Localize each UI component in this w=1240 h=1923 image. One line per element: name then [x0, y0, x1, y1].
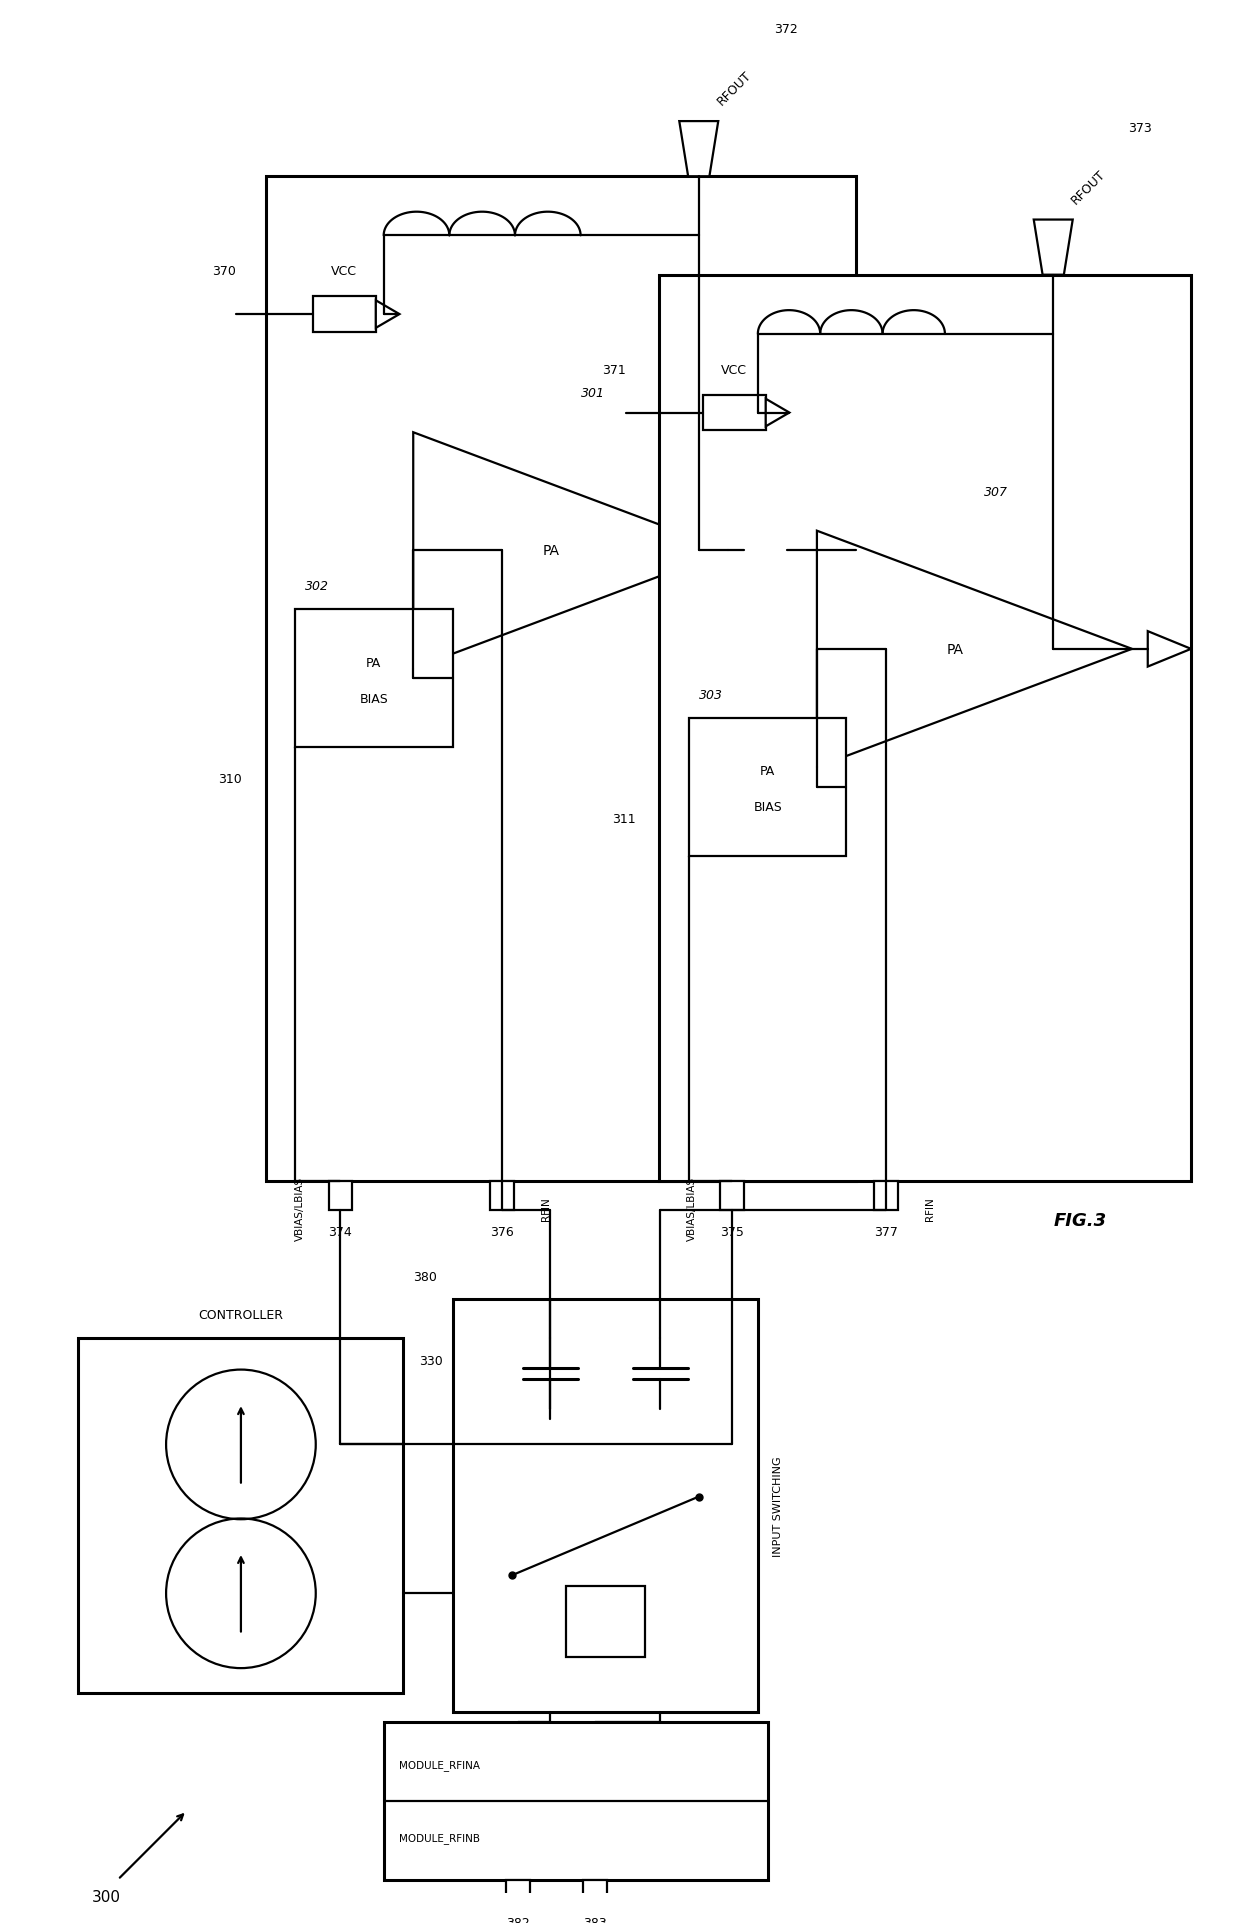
Text: BIAS: BIAS: [754, 800, 782, 813]
Bar: [490, 1181, 513, 1210]
Bar: [295, 610, 453, 748]
Text: PA: PA: [366, 658, 382, 669]
Text: BIAS: BIAS: [360, 692, 388, 706]
Bar: [265, 177, 857, 1181]
Text: RFIN: RFIN: [925, 1196, 935, 1221]
Text: 371: 371: [603, 363, 626, 377]
Text: 374: 374: [329, 1225, 352, 1238]
Text: 301: 301: [580, 387, 605, 400]
Text: 307: 307: [985, 485, 1008, 498]
Text: PA: PA: [543, 544, 559, 558]
Bar: [453, 1300, 758, 1711]
Text: RFIN: RFIN: [541, 1196, 552, 1221]
Bar: [78, 1338, 403, 1692]
Text: 310: 310: [218, 773, 242, 787]
Text: VCC: VCC: [331, 265, 357, 279]
Polygon shape: [680, 121, 718, 177]
Polygon shape: [1034, 221, 1073, 275]
Bar: [689, 719, 847, 856]
Bar: [383, 1723, 768, 1879]
Bar: [703, 396, 766, 431]
Bar: [565, 1586, 645, 1658]
Text: VBIAS/LBIAS: VBIAS/LBIAS: [687, 1177, 697, 1240]
Text: MODULE_RFINB: MODULE_RFINB: [399, 1833, 480, 1842]
Bar: [660, 275, 1192, 1181]
Text: VBIAS/LBIAS: VBIAS/LBIAS: [295, 1177, 305, 1240]
Text: 303: 303: [699, 688, 723, 702]
Text: FIG.3: FIG.3: [1053, 1211, 1106, 1229]
Text: MODULE_RFINA: MODULE_RFINA: [399, 1760, 480, 1771]
Bar: [329, 1181, 352, 1210]
Text: CONTROLLER: CONTROLLER: [198, 1308, 284, 1321]
Bar: [720, 1181, 744, 1210]
Bar: [506, 1879, 529, 1910]
Text: 311: 311: [613, 812, 636, 825]
Text: 373: 373: [1128, 121, 1152, 135]
Text: INPUT SWITCHING: INPUT SWITCHING: [773, 1456, 782, 1556]
Text: 377: 377: [874, 1225, 898, 1238]
Text: 383: 383: [583, 1917, 606, 1923]
Text: 380: 380: [413, 1271, 436, 1283]
Text: RFOUT: RFOUT: [714, 69, 754, 108]
Polygon shape: [376, 302, 399, 329]
Text: 376: 376: [490, 1225, 513, 1238]
Bar: [874, 1181, 898, 1210]
Text: 330: 330: [419, 1354, 443, 1367]
Text: 300: 300: [92, 1890, 122, 1904]
Text: VCC: VCC: [722, 363, 748, 377]
Text: 302: 302: [305, 581, 329, 592]
Text: 382: 382: [506, 1917, 529, 1923]
Text: PA: PA: [946, 642, 963, 656]
Polygon shape: [766, 400, 790, 427]
Text: 372: 372: [774, 23, 797, 37]
Text: 370: 370: [212, 265, 236, 279]
Bar: [583, 1879, 606, 1910]
Bar: [312, 298, 376, 333]
Text: 375: 375: [720, 1225, 744, 1238]
Text: RFOUT: RFOUT: [1069, 167, 1109, 206]
Text: PA: PA: [760, 765, 775, 779]
